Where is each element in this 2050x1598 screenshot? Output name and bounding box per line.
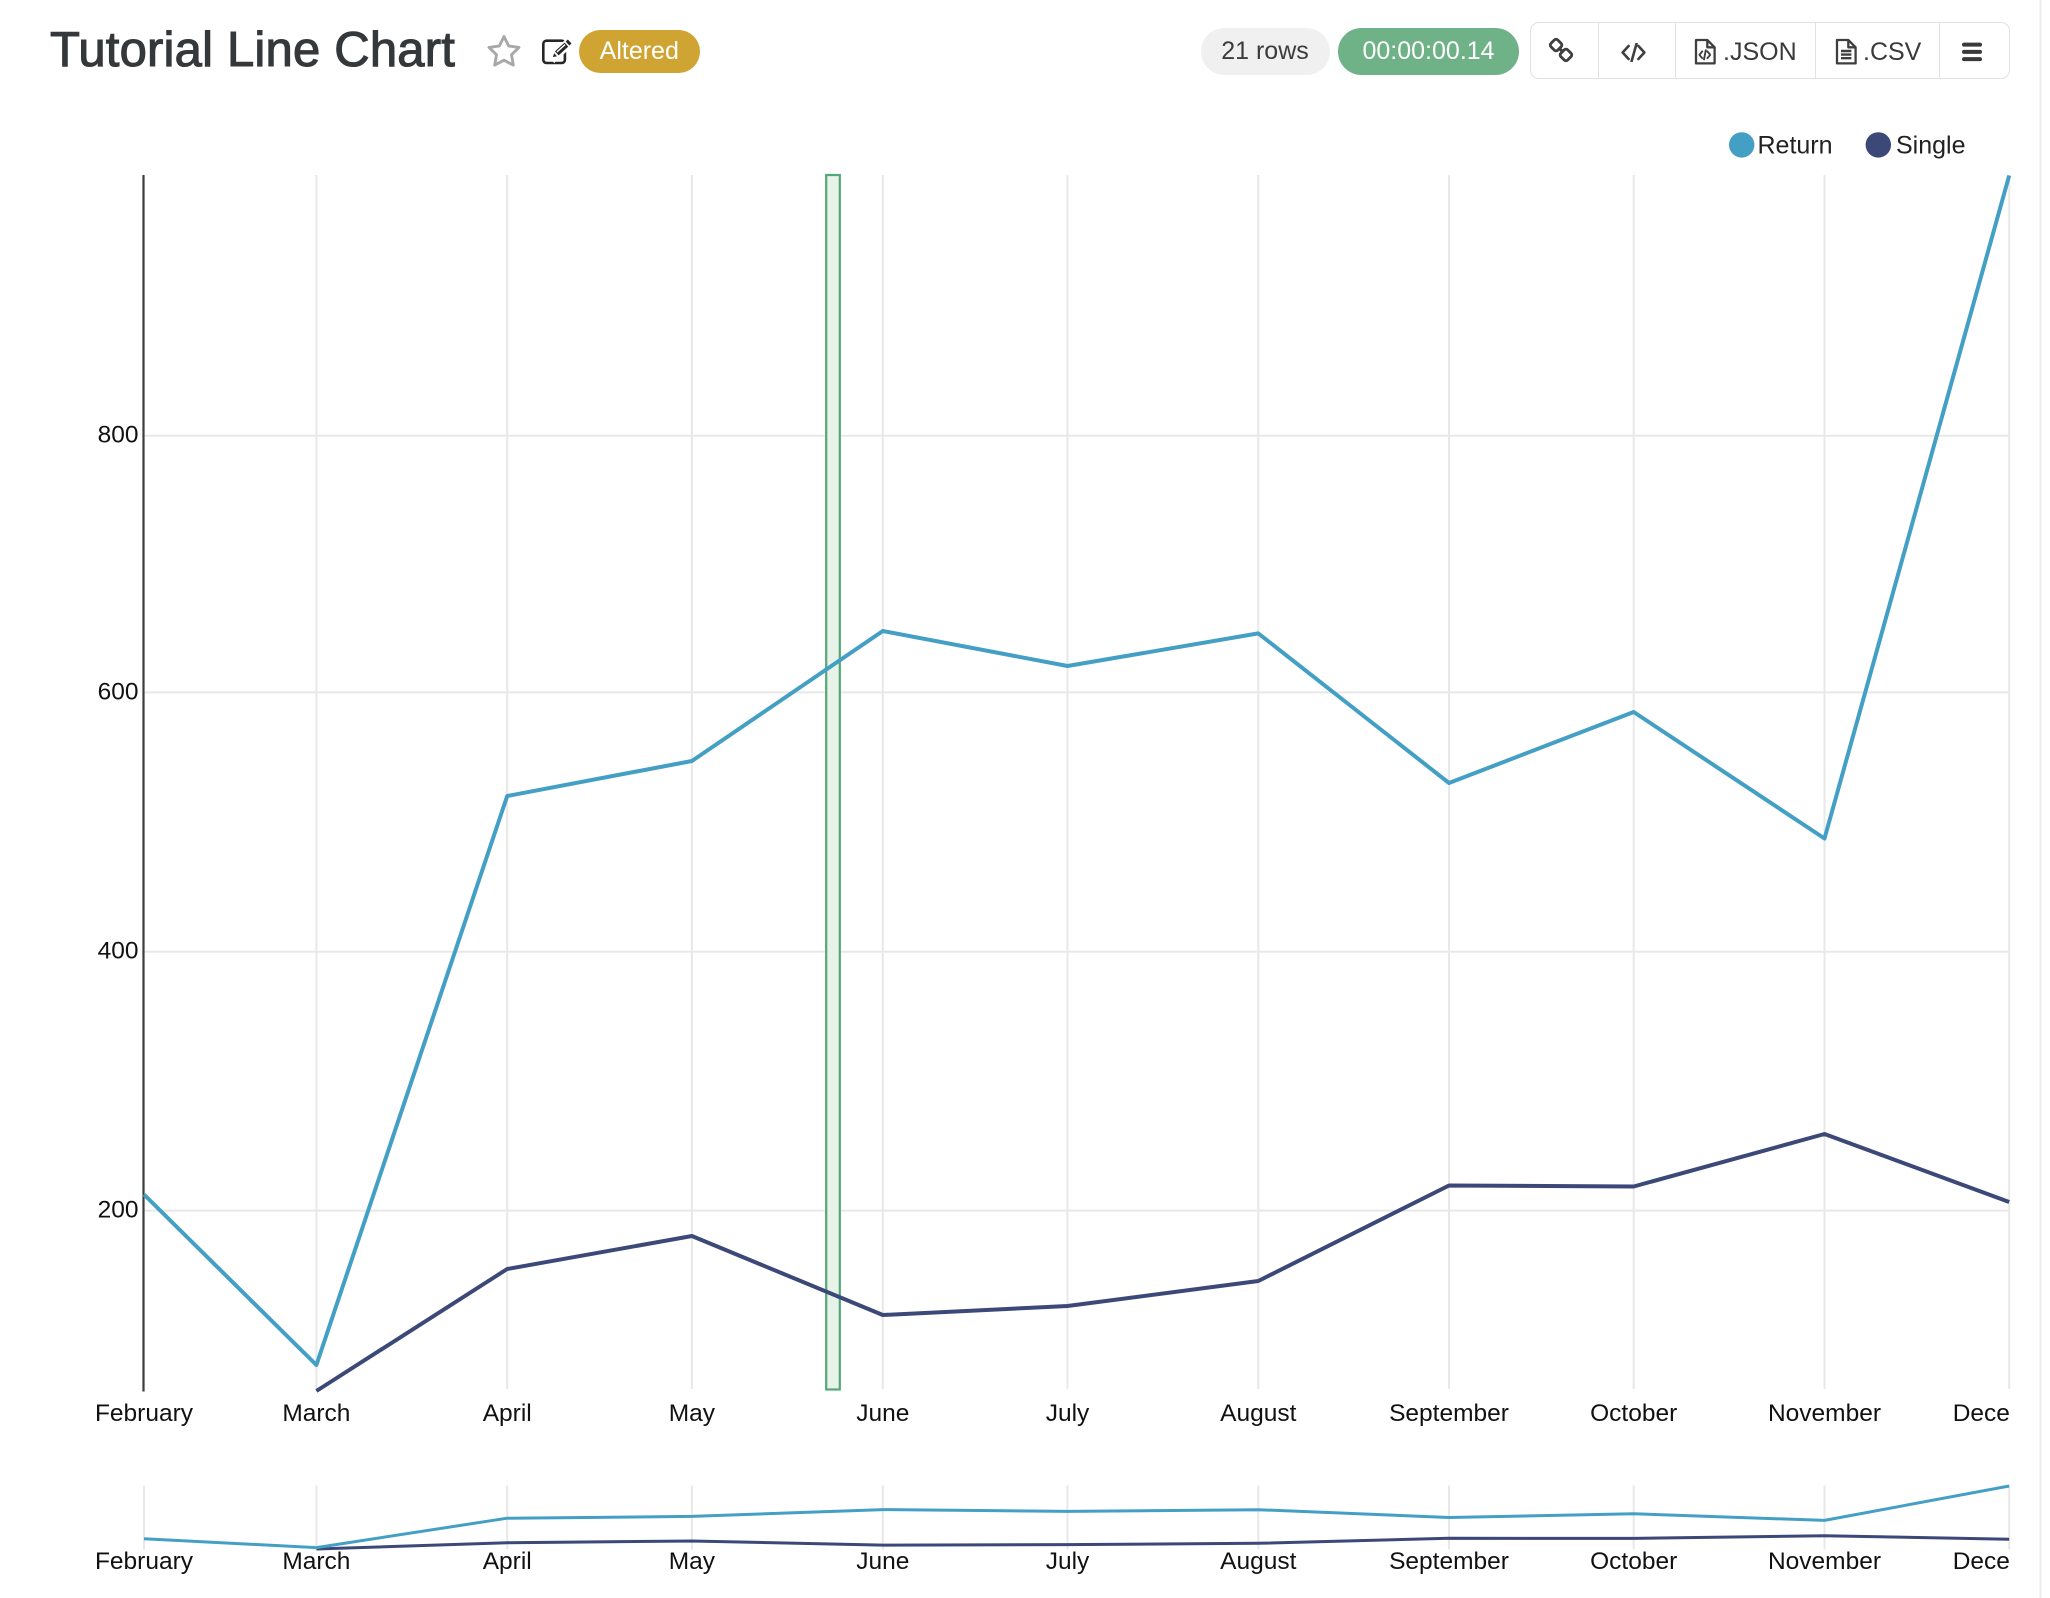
svg-text:October: October <box>1590 1400 1677 1427</box>
svg-text:April: April <box>483 1400 532 1427</box>
svg-text:February: February <box>95 1400 194 1427</box>
svg-text:November: November <box>1768 1548 1881 1575</box>
svg-text:April: April <box>483 1548 532 1575</box>
svg-text:December: December <box>1953 1548 2050 1575</box>
svg-text:June: June <box>856 1548 909 1575</box>
svg-text:800: 800 <box>98 422 139 449</box>
svg-text:600: 600 <box>98 678 139 705</box>
svg-text:March: March <box>282 1548 350 1575</box>
svg-text:November: November <box>1768 1400 1881 1427</box>
svg-text:May: May <box>669 1548 716 1575</box>
svg-text:September: September <box>1389 1548 1509 1575</box>
svg-text:August: August <box>1220 1400 1296 1427</box>
svg-text:February: February <box>95 1548 194 1575</box>
svg-text:March: March <box>282 1400 350 1427</box>
svg-text:August: August <box>1220 1548 1296 1575</box>
svg-text:July: July <box>1046 1548 1090 1575</box>
svg-text:September: September <box>1389 1400 1509 1427</box>
svg-text:June: June <box>856 1400 909 1427</box>
svg-text:July: July <box>1046 1400 1090 1427</box>
svg-text:200: 200 <box>98 1197 139 1224</box>
svg-text:400: 400 <box>98 938 139 965</box>
svg-text:December: December <box>1953 1400 2050 1427</box>
svg-text:Single: Single <box>1896 132 1966 160</box>
svg-text:May: May <box>669 1400 716 1427</box>
svg-text:October: October <box>1590 1548 1677 1575</box>
svg-text:Return: Return <box>1758 132 1833 160</box>
